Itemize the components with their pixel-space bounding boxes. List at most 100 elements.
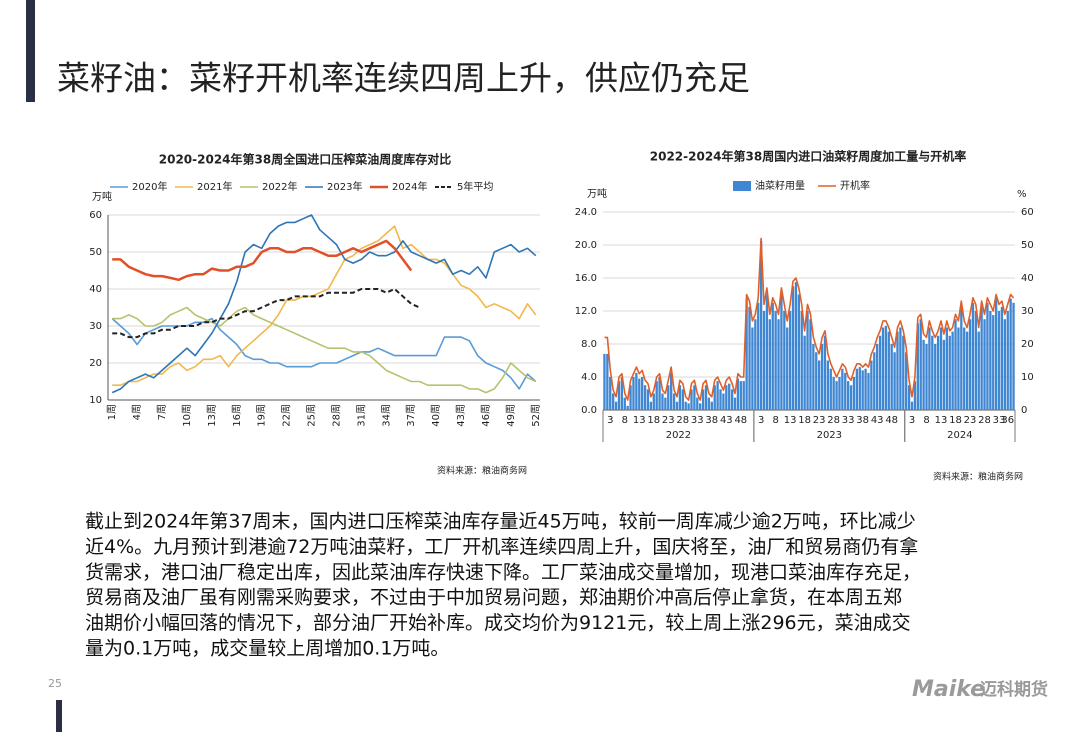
bar bbox=[997, 311, 1001, 410]
series-line bbox=[112, 239, 413, 282]
bar bbox=[788, 311, 792, 410]
y2-tick-label: 20 bbox=[1021, 339, 1034, 350]
x-tick-label: 13 bbox=[784, 415, 797, 426]
bar bbox=[954, 319, 957, 410]
bar bbox=[922, 339, 925, 410]
bar bbox=[965, 331, 969, 410]
bar bbox=[852, 377, 856, 410]
bar bbox=[786, 327, 789, 410]
bar bbox=[757, 302, 760, 410]
bar bbox=[626, 405, 629, 410]
y-tick-label: 0.0 bbox=[581, 405, 597, 416]
x-tick-label: 13 bbox=[935, 415, 948, 426]
x-tick-label: 43 bbox=[871, 415, 884, 426]
bar bbox=[861, 370, 864, 410]
body-line: 截止到2024年第37周末，国内进口压榨菜油库存量近45万吨，较前一周库减少逾2… bbox=[85, 511, 916, 533]
x-tick-label: 28 bbox=[827, 415, 840, 426]
x-tick-label: 22周 bbox=[281, 404, 293, 427]
bar bbox=[655, 381, 658, 410]
bar bbox=[742, 381, 745, 410]
x-group-label: 2024 bbox=[947, 430, 972, 441]
bar bbox=[754, 319, 757, 410]
legend-label: 2020年 bbox=[132, 180, 167, 193]
x-tick-label: 28周 bbox=[330, 404, 342, 427]
bar bbox=[989, 311, 992, 410]
chart-title: 2022-2024年第38周国内进口油菜籽周度加工量与开机率 bbox=[650, 149, 966, 164]
bar bbox=[722, 393, 725, 410]
bar bbox=[887, 331, 890, 410]
bar bbox=[606, 353, 609, 410]
bar bbox=[1009, 298, 1012, 410]
series-line bbox=[112, 306, 537, 394]
bar bbox=[794, 282, 798, 410]
x-tick-label: 1周 bbox=[106, 404, 118, 420]
bar bbox=[855, 368, 859, 410]
bar bbox=[783, 311, 786, 410]
bar bbox=[710, 401, 713, 410]
x-tick-label: 34周 bbox=[380, 404, 392, 427]
bar bbox=[1006, 311, 1009, 410]
series-line bbox=[112, 288, 420, 339]
x-tick-label: 28 bbox=[978, 415, 991, 426]
bar bbox=[849, 385, 853, 410]
bar bbox=[603, 353, 606, 410]
bar bbox=[800, 311, 803, 410]
legend-label: 5年平均 bbox=[457, 180, 493, 193]
series-line bbox=[112, 225, 537, 386]
x-tick-label: 33 bbox=[993, 415, 1006, 426]
x-tick-label: 18 bbox=[798, 415, 811, 426]
bar bbox=[643, 385, 647, 410]
bar bbox=[751, 327, 754, 410]
x-tick-label: 7周 bbox=[156, 404, 168, 420]
x-tick-label: 43周 bbox=[455, 404, 467, 427]
bar bbox=[939, 327, 943, 410]
bar bbox=[951, 331, 954, 410]
bar bbox=[881, 327, 885, 410]
bar bbox=[910, 401, 914, 410]
y-tick-label: 20 bbox=[89, 358, 102, 369]
y-tick-label: 30 bbox=[89, 321, 102, 332]
bar bbox=[681, 389, 684, 410]
x-tick-label: 36 bbox=[1001, 415, 1014, 426]
bar bbox=[945, 327, 948, 410]
x-tick-label: 19周 bbox=[256, 404, 268, 427]
x-tick-label: 38 bbox=[856, 415, 869, 426]
x-tick-label: 46周 bbox=[480, 404, 492, 427]
bar bbox=[725, 385, 728, 410]
x-tick-label: 3 bbox=[607, 415, 613, 426]
bar bbox=[876, 344, 879, 410]
x-tick-label: 23 bbox=[964, 415, 977, 426]
bar bbox=[730, 389, 734, 410]
bar bbox=[638, 378, 641, 410]
bar bbox=[893, 352, 896, 410]
bar bbox=[890, 344, 893, 410]
legend-label: 油菜籽用量 bbox=[755, 179, 805, 192]
bar bbox=[826, 360, 830, 410]
bar bbox=[652, 393, 655, 410]
bar bbox=[980, 306, 983, 410]
bar bbox=[687, 403, 690, 410]
bar bbox=[928, 327, 931, 410]
bar bbox=[832, 377, 835, 410]
x-tick-label: 49周 bbox=[505, 404, 517, 427]
bar bbox=[867, 372, 870, 410]
bar bbox=[617, 381, 621, 410]
legend-label: 2021年 bbox=[197, 180, 232, 193]
bar bbox=[629, 385, 632, 410]
footer-bar bbox=[56, 700, 62, 732]
bar bbox=[661, 393, 664, 410]
x-tick-label: 13周 bbox=[206, 404, 218, 427]
bar bbox=[974, 311, 977, 410]
bar bbox=[963, 327, 966, 410]
bar bbox=[878, 335, 882, 410]
bar bbox=[667, 385, 670, 410]
y2-tick-label: 30 bbox=[1021, 306, 1034, 317]
bar bbox=[696, 397, 699, 410]
x-tick-label: 10周 bbox=[181, 404, 193, 427]
body-text: 截止到2024年第37周末，国内进口压榨菜油库存量近45万吨，较前一周库减少逾2… bbox=[85, 511, 921, 660]
bar bbox=[931, 335, 934, 410]
bar bbox=[614, 401, 618, 410]
bar bbox=[809, 319, 812, 410]
bar bbox=[864, 368, 867, 410]
